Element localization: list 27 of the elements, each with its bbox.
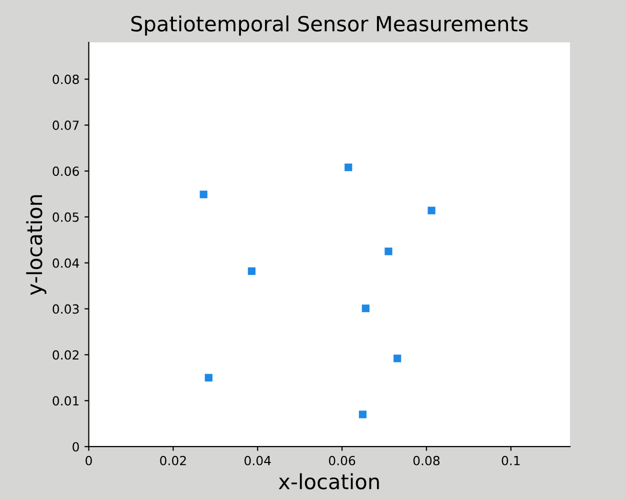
- y-tick-label: 0.08: [52, 74, 79, 84]
- point: [344, 164, 352, 172]
- y-tick-label: 0.07: [52, 120, 79, 130]
- point: [362, 304, 370, 312]
- point: [204, 374, 212, 382]
- y-tick-label: 0.03: [52, 304, 79, 314]
- chart-title: Spatiotemporal Sensor Measurements: [131, 15, 528, 36]
- y-tick-label: 0.06: [52, 166, 79, 176]
- point: [200, 190, 208, 198]
- y-tick-label: 0.01: [52, 396, 79, 406]
- point: [248, 267, 256, 275]
- y-tick-label: 0.04: [52, 258, 80, 268]
- point: [384, 248, 392, 256]
- x-tick-label: 0: [86, 456, 92, 466]
- x-tick-label: 0.02: [160, 456, 186, 466]
- x-tick-label: 0.06: [328, 456, 356, 466]
- point: [428, 206, 436, 214]
- y-tick-label: 0: [72, 442, 79, 452]
- y-tick-label: 0.02: [52, 350, 78, 360]
- point: [358, 410, 367, 418]
- y-tick-label: 0.05: [52, 212, 79, 222]
- point: [394, 354, 402, 362]
- x-tick-label: 0.04: [244, 456, 271, 466]
- x-tick-label: 0.1: [502, 456, 520, 466]
- x-tick-label: 0.08: [413, 456, 440, 466]
- x-axis-title: x-location: [278, 473, 379, 490]
- y-axis-title: y-location: [26, 195, 46, 295]
